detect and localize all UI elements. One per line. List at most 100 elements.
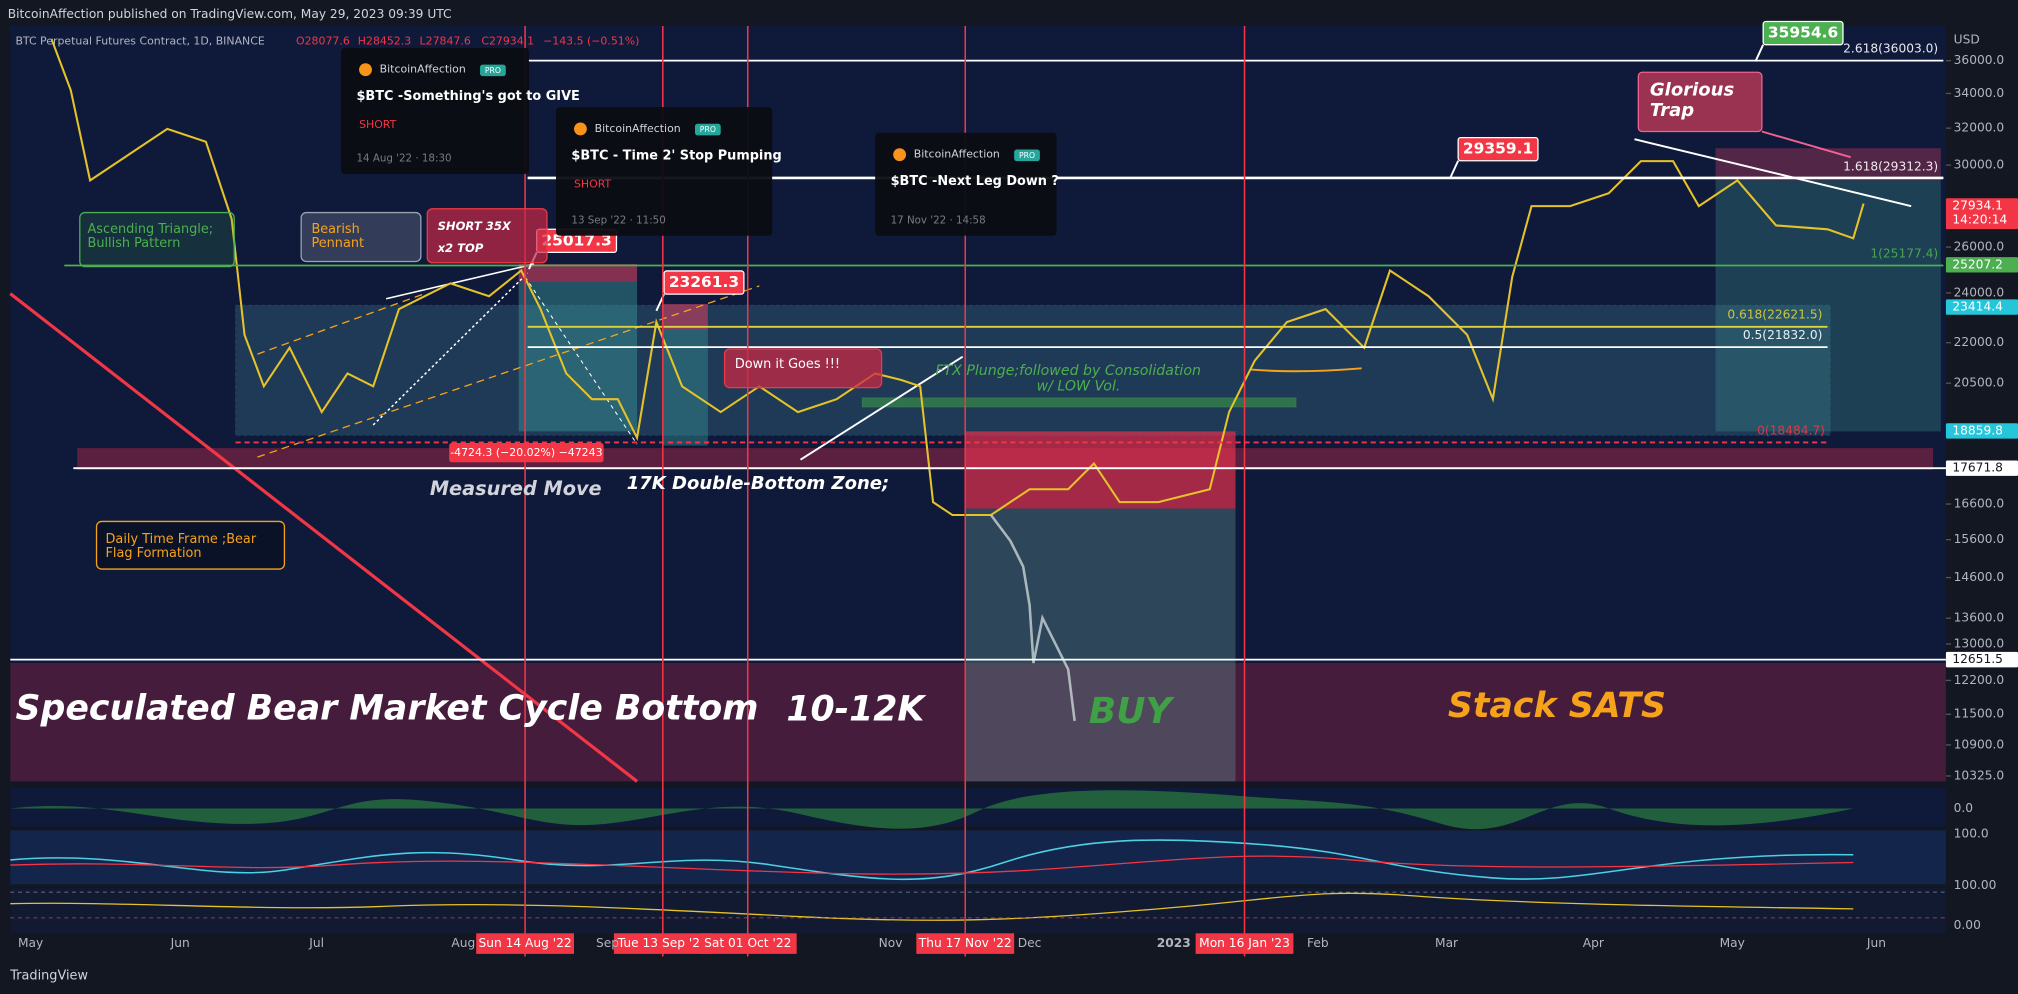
y-tick-label: 26000.0 [1954, 240, 2005, 254]
x-tick-label: Nov [879, 936, 903, 950]
level-label: 0(18484.7) [1757, 423, 1825, 437]
price-badge-label: 25207.2 [1952, 257, 2003, 271]
note: BUY [1089, 691, 1176, 732]
publisher: BitcoinAffection published on TradingVie… [8, 7, 452, 21]
measure-box [449, 442, 604, 463]
level-label: 2.618(36003.0) [1843, 42, 1938, 56]
avatar [573, 122, 587, 136]
y-tick-label: 20500.0 [1954, 376, 2005, 390]
y-tick-label: 13000.0 [1954, 637, 2005, 651]
y-tick-label: 13600.0 [1954, 611, 2005, 625]
note: 10-12K [786, 690, 927, 730]
y-tick-label: 34000.0 [1954, 86, 2005, 100]
note: Speculated Bear Market Cycle Bottom [15, 688, 758, 728]
note: x2 TOP [437, 241, 484, 255]
date-badge [476, 933, 574, 954]
stop-box [1715, 148, 1941, 181]
date-badge-label: Sat 01 Oct '22 [704, 936, 791, 950]
idea-card [341, 47, 529, 174]
pro-badge [1014, 149, 1040, 162]
y-tick-label: 22000.0 [1954, 335, 2005, 349]
symbol: BTC Perpetual Futures Contract, 1D, BINA… [15, 34, 264, 47]
level-label: 0.618(22621.5) [1727, 308, 1822, 322]
y-tick-label: 30000.0 [1954, 158, 2005, 172]
note-box [426, 208, 548, 264]
y-tick-label: 12200.0 [1954, 673, 2005, 687]
trendline [372, 272, 529, 426]
level-label: 0.5(21832.0) [1743, 328, 1823, 342]
x-tick-label: May [1720, 936, 1745, 950]
callout [1457, 136, 1539, 162]
idea-title: $BTC - Time 2' Stop Pumping [571, 148, 781, 163]
target-box [1715, 180, 1941, 432]
idea-author: BitcoinAffection [914, 148, 1000, 161]
note-box [79, 211, 235, 268]
trendline [524, 276, 638, 445]
price-badge [1945, 651, 2018, 668]
note: Stack SATS [1448, 686, 1666, 726]
note: Trap [1650, 100, 1694, 121]
note: Measured Move [430, 477, 602, 500]
idea-title: $BTC -Next Leg Down ? [891, 174, 1059, 189]
callout-pointer [1449, 160, 1460, 178]
price-badge [1945, 460, 2018, 476]
x-tick-label: Dec [1018, 936, 1042, 950]
pane-tick-label: 100.0 [1954, 827, 1989, 841]
ohlc: C27934.1 [481, 34, 534, 47]
note: SHORT 35X [438, 219, 512, 233]
idea-card [875, 132, 1057, 236]
x-tick-label: Jun [1866, 936, 1886, 950]
callout-label: 35954.6 [1768, 24, 1838, 42]
note: Glorious [1650, 79, 1735, 100]
y-tick-label: 16600.0 [1954, 497, 2005, 511]
date-badge-label: Sun 14 Aug '22 [478, 936, 571, 950]
callout-label: 25017.3 [541, 231, 611, 249]
price-axis [1945, 25, 2018, 957]
date-badge [1195, 933, 1294, 954]
target-box [965, 508, 1236, 782]
oscillator [10, 790, 1854, 830]
idea-author: BitcoinAffection [595, 122, 681, 135]
trendline [385, 263, 535, 300]
price-badge-label: 27934.1 [1952, 198, 2003, 212]
callout [1762, 20, 1844, 46]
ohlc: H28452.3 [358, 34, 411, 47]
price-sketch [50, 38, 1865, 517]
callout-label: 29359.1 [1463, 140, 1533, 158]
consolidation-box [861, 397, 1297, 408]
pointer [1761, 130, 1851, 159]
price-badge [1945, 257, 2018, 273]
note: Ascending Triangle; [88, 222, 214, 237]
idea-tag: SHORT [359, 118, 397, 131]
date-badge-label: Tue 13 Sep '22 [617, 936, 708, 950]
idea-card [555, 107, 773, 236]
price-badge [1945, 198, 2018, 230]
y-tick-label: 10900.0 [1954, 737, 2005, 751]
note: w/ LOW Vol. [1037, 378, 1121, 394]
rsi-signal [10, 855, 1854, 875]
pane-tick-label: 0.0 [1954, 801, 1973, 815]
trendline [257, 293, 425, 355]
trendline [9, 292, 639, 783]
level-label: 1(25177.4) [1870, 246, 1938, 260]
note: Down it Goes !!! [735, 357, 840, 372]
trendline [257, 285, 760, 458]
y-tick-label: 32000.0 [1954, 121, 2005, 135]
trendline [1250, 367, 1362, 373]
note-box [95, 520, 286, 570]
ohlc: L27847.6 [420, 34, 471, 47]
price-badge-label: 17671.8 [1952, 461, 2003, 475]
ohlc: O28077.6 [296, 34, 350, 47]
pro-label: PRO [700, 125, 716, 134]
stop-box [965, 431, 1236, 509]
stop-box [662, 303, 708, 330]
date-badge [613, 933, 712, 954]
note-box [1637, 71, 1763, 133]
idea-date: 14 Aug '22 · 18:30 [356, 153, 451, 165]
pro-badge [480, 64, 506, 77]
change: −143.5 (−0.51%) [543, 34, 639, 47]
footer-bar [0, 956, 2018, 994]
measure-label: -4724.3 (−20.02%) −47243 [450, 446, 602, 459]
level-label: 1.618(29312.3) [1843, 159, 1938, 173]
